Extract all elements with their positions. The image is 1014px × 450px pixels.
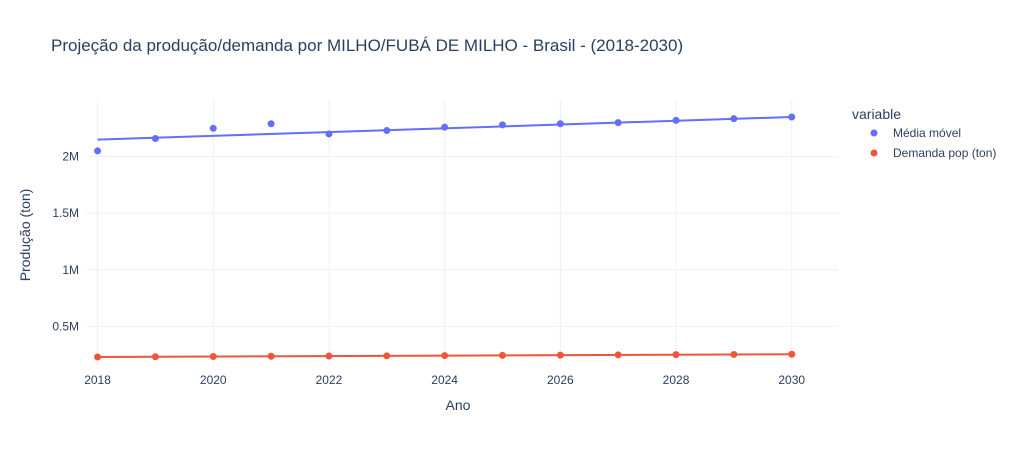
data-point[interactable] [788,113,796,121]
x-tick-label: 2022 [316,373,343,387]
legend-items: Média móvel Demanda pop (ton) [870,126,997,160]
y-tick-label: 2M [62,150,79,164]
data-point[interactable] [209,352,217,360]
series-group [94,350,796,361]
x-tick-label: 2018 [84,373,111,387]
chart-title: Projeção da produção/demanda por MILHO/F… [51,36,683,55]
legend-label: Média móvel [893,126,961,140]
x-tick-label: 2020 [200,373,227,387]
data-point[interactable] [209,124,217,132]
data-point[interactable] [788,350,796,358]
data-point[interactable] [730,350,738,358]
data-point[interactable] [614,119,622,127]
legend-label: Demanda pop (ton) [893,146,996,160]
data-point[interactable] [672,116,680,124]
y-tick-label: 0.5M [52,319,79,333]
data-point[interactable] [151,134,159,142]
legend-item[interactable]: Média móvel [870,126,962,140]
legend-item[interactable]: Demanda pop (ton) [870,146,997,160]
x-tick-label: 2028 [663,373,690,387]
x-tick-label: 2024 [431,373,458,387]
data-point[interactable] [325,352,333,360]
data-point[interactable] [498,121,506,129]
data-point[interactable] [614,351,622,359]
y-tick-label: 1M [62,263,79,277]
tick-layer: 2018 2020 2022 2024 2026 2028 2030 0.5M 1M 1.5M 2M [52,150,805,387]
data-point[interactable] [556,120,564,128]
x-tick-label: 2026 [547,373,574,387]
data-point[interactable] [94,147,102,155]
legend-marker [870,129,878,137]
data-point[interactable] [267,352,275,360]
y-tick-label: 1.5M [52,206,79,220]
series-group [94,113,796,155]
data-point[interactable] [556,351,564,359]
data-point[interactable] [498,351,506,359]
data-point[interactable] [151,353,159,361]
legend-title: variable [852,106,901,122]
data-point[interactable] [730,115,738,123]
legend[interactable]: variable Média móvel Demanda pop (ton) [852,106,996,160]
legend-marker [870,149,878,157]
data-point[interactable] [94,353,102,361]
data-point[interactable] [383,127,391,135]
series-layer [94,113,796,361]
data-point[interactable] [441,123,449,131]
x-tick-label: 2030 [778,373,805,387]
grid-layer [86,100,838,366]
data-point[interactable] [672,351,680,359]
data-point[interactable] [325,130,333,138]
data-point[interactable] [441,352,449,360]
x-axis-title: Ano [446,397,471,413]
data-point[interactable] [267,120,275,128]
data-point[interactable] [383,352,391,360]
y-axis-title: Produção (ton) [17,189,33,282]
